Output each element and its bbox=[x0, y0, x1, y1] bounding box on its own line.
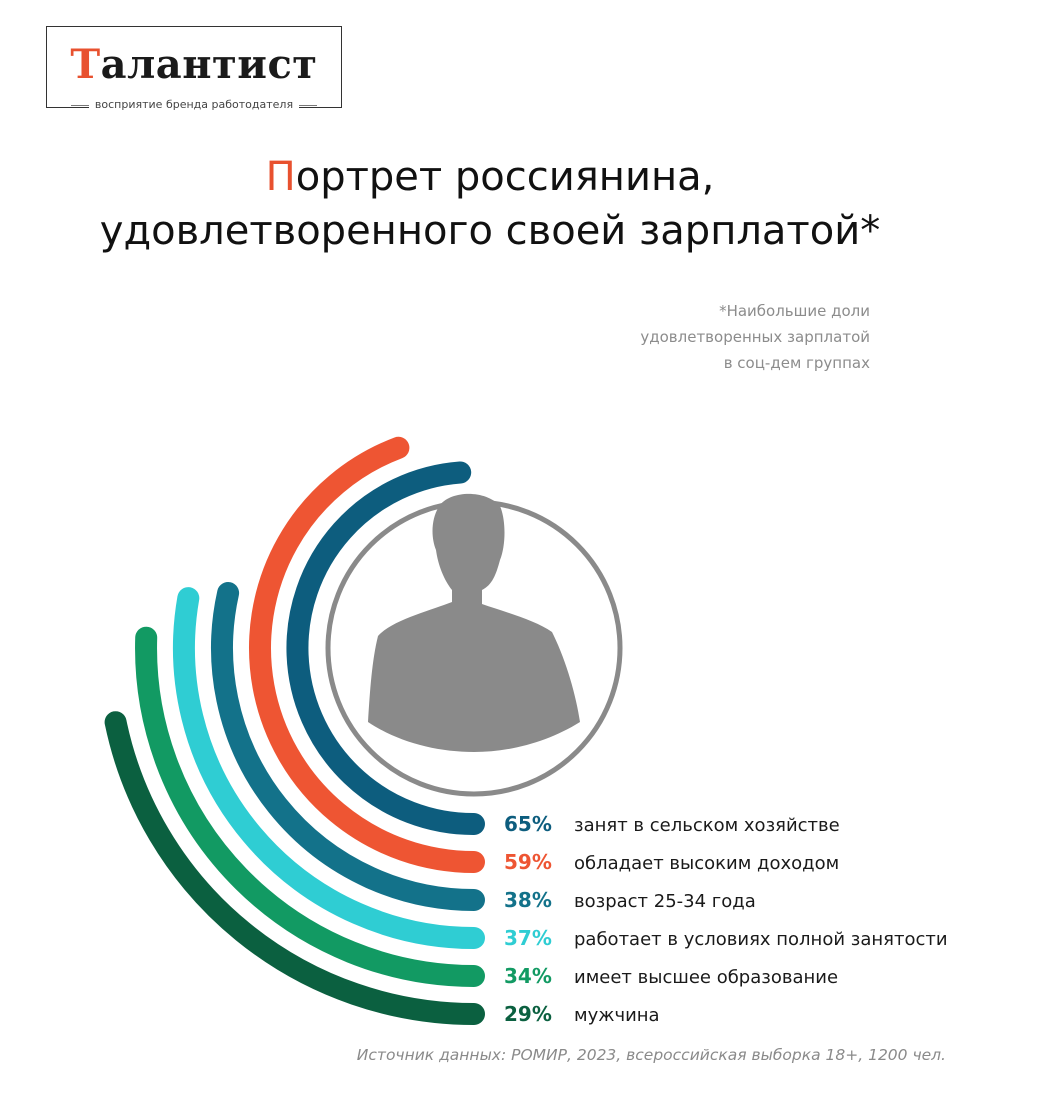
value-label-4: 37% bbox=[504, 926, 552, 950]
value-label-3: 38% bbox=[504, 888, 552, 912]
category-label-3: возраст 25-34 года bbox=[574, 891, 756, 912]
title-first-letter: П bbox=[265, 154, 296, 200]
category-label-1: занят в сельском хозяйстве bbox=[574, 815, 840, 836]
radial-bar-4 bbox=[173, 587, 485, 949]
source-note: Источник данных: РОМИР, 2023, всероссийс… bbox=[356, 1046, 946, 1064]
radial-bar-5 bbox=[135, 626, 485, 987]
logo-tagline-text: восприятие бренда работодателя bbox=[88, 98, 300, 111]
category-label-4: работает в условиях полной занятости bbox=[574, 929, 948, 950]
person-silhouette-icon bbox=[325, 493, 623, 797]
value-label-1: 65% bbox=[504, 812, 552, 836]
category-label-5: имеет высшее образование bbox=[574, 967, 838, 988]
radial-bar-1 bbox=[286, 461, 485, 836]
footnote: *Наибольшие доли удовлетворенных зарплат… bbox=[640, 298, 870, 376]
logo-name-rest: алантист bbox=[100, 41, 318, 88]
logo-name-first-letter: Т bbox=[70, 41, 101, 88]
logo-name: Талантист bbox=[47, 45, 341, 85]
footnote-line-3: в соц-дем группах bbox=[723, 354, 870, 372]
value-label-6: 29% bbox=[504, 1002, 552, 1026]
chart-labels: 65% занят в сельском хозяйстве 59% обладает… bbox=[504, 812, 948, 1026]
value-label-2: 59% bbox=[504, 850, 552, 874]
value-label-5: 34% bbox=[504, 964, 552, 988]
radial-bar-3 bbox=[211, 582, 485, 911]
title-line-2: удовлетворенного своей зарплатой* bbox=[99, 208, 881, 254]
radial-bar-6 bbox=[104, 711, 485, 1025]
person-body-icon bbox=[368, 493, 580, 752]
footnote-line-1: *Наибольшие доли bbox=[719, 302, 870, 320]
logo: Талантист восприятие бренда работодателя bbox=[46, 26, 342, 111]
logo-tagline: восприятие бренда работодателя bbox=[61, 98, 327, 111]
category-label-2: обладает высоким доходом bbox=[574, 853, 839, 874]
chart-arcs bbox=[104, 436, 485, 1025]
footnote-line-2: удовлетворенных зарплатой bbox=[640, 328, 870, 346]
title-line-1-rest: ортрет россиянина, bbox=[295, 154, 715, 200]
radial-bar-2 bbox=[249, 436, 485, 873]
title-line-1: Портрет россиянина, bbox=[0, 150, 980, 204]
category-label-6: мужчина bbox=[574, 1005, 660, 1026]
page-title: Портрет россиянина, удовлетворенного сво… bbox=[0, 150, 980, 258]
